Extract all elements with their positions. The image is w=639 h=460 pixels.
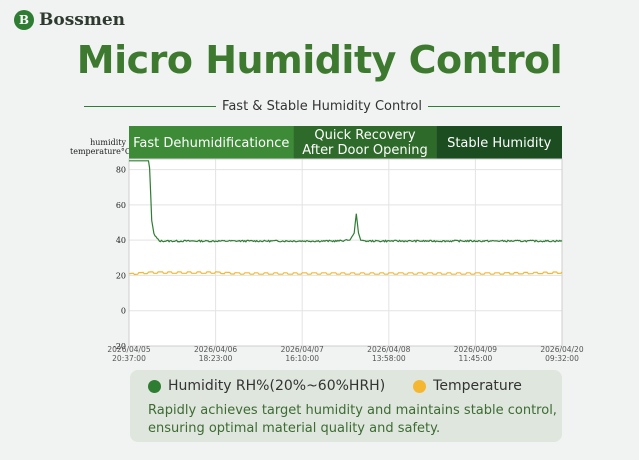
x-tick-label: 13:58:00 xyxy=(372,354,406,363)
x-tick-label: 2026/04/08 xyxy=(367,345,410,354)
brand-name: Bossmen xyxy=(39,10,126,30)
subtitle-rule-left xyxy=(84,105,217,107)
brand-logo: B Bossmen xyxy=(14,10,125,30)
humidity-legend-dot-icon xyxy=(148,379,161,393)
phase-label-2-line-1: Quick Recovery xyxy=(314,128,415,143)
y-axis-title-line2: temperature°C xyxy=(70,147,132,156)
y-tick-label: 0 xyxy=(121,307,126,316)
page-title: Micro Humidity Control xyxy=(76,38,563,82)
humidity-series-line xyxy=(129,160,563,243)
y-tick-label: -20 xyxy=(113,342,126,351)
x-tick-label: 09:32:00 xyxy=(545,354,579,363)
x-tick-label: 2026/04/20 xyxy=(540,345,583,354)
subtitle-rule-right xyxy=(427,105,560,107)
description-text: Rapidly achieves target humidity and mai… xyxy=(148,403,557,436)
legend-humidity-label: Humidity RH%(20%~60%HRH) xyxy=(168,378,386,394)
subtitle-row: Fast & Stable Humidity Control xyxy=(84,96,560,116)
x-tick-label: 11:45:00 xyxy=(459,354,493,363)
y-tick-label: 40 xyxy=(116,236,126,245)
x-tick-label: 18:23:00 xyxy=(199,354,233,363)
y-tick-label: 80 xyxy=(116,166,126,175)
brand-mark-icon: B xyxy=(14,10,34,30)
subtitle: Fast & Stable Humidity Control xyxy=(222,98,422,114)
phase-label-3-line-1: Stable Humidity xyxy=(447,136,552,151)
y-tick-label: 60 xyxy=(116,201,126,210)
phase-bar-1 xyxy=(129,126,294,159)
legend: Humidity RH%(20%~60%HRH) Temperature xyxy=(148,378,550,394)
phase-bar-3 xyxy=(436,126,562,159)
x-tick-label: 20:37:00 xyxy=(112,354,146,363)
plot-area xyxy=(129,159,562,346)
y-axis-title-line1: humidity xyxy=(90,138,126,147)
y-tick-label: 20 xyxy=(116,271,126,280)
phase-label-1-line-1: Fast Dehumidificationce xyxy=(133,136,289,151)
temperature-series-line xyxy=(128,271,563,276)
x-tick-label: 2026/04/06 xyxy=(194,345,237,354)
x-tick-label: 16:10:00 xyxy=(285,354,319,363)
x-tick-label: 2026/04/05 xyxy=(107,345,150,354)
x-tick-label: 2026/04/07 xyxy=(281,345,324,354)
x-tick-label: 2026/04/09 xyxy=(454,345,497,354)
plot-border xyxy=(128,158,563,347)
y-axis-title: humidity temperature°C xyxy=(70,138,132,156)
legend-temperature-label: Temperature xyxy=(433,378,522,394)
phase-bar-2 xyxy=(293,126,437,159)
legend-panel: Humidity RH%(20%~60%HRH) Temperature Rap… xyxy=(130,370,562,442)
phase-label-2-line-2: After Door Opening xyxy=(302,143,428,158)
temperature-legend-dot-icon xyxy=(413,379,427,393)
